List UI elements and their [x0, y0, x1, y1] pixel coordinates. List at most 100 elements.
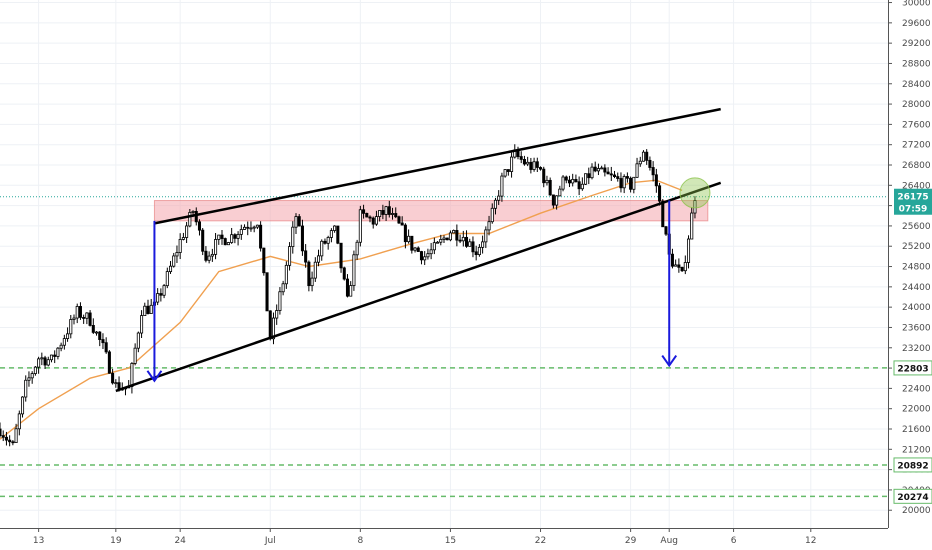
- candle-body: [40, 357, 44, 360]
- support-lines-layer: [0, 196, 888, 498]
- candle-body: [567, 179, 572, 184]
- arrow-left-head: [146, 370, 163, 383]
- candle-body: [107, 351, 111, 374]
- candle-body: [545, 179, 549, 184]
- candle-body: [477, 246, 481, 256]
- candle-body: [265, 272, 269, 312]
- candle-body: [85, 312, 89, 319]
- candle-body: [191, 210, 195, 213]
- candle-body: [133, 347, 137, 364]
- candle-body: [204, 250, 208, 261]
- candle-body: [490, 207, 494, 223]
- moving-average-line: [0, 179, 683, 440]
- candle-body: [497, 195, 501, 201]
- candle-body: [56, 347, 60, 357]
- candle-body: [542, 168, 546, 184]
- candle-body: [329, 230, 333, 238]
- candle-body: [638, 160, 642, 165]
- candle-body: [648, 159, 652, 168]
- candle-body: [242, 226, 247, 230]
- price-tick-label: 27600: [902, 120, 931, 130]
- candle-body: [522, 159, 526, 165]
- candle-body: [300, 225, 304, 252]
- candle-body: [53, 354, 57, 357]
- candle-body: [178, 239, 182, 253]
- time-tick-label: Jul: [264, 536, 276, 546]
- wedge-upper-line: [154, 107, 721, 225]
- candle-body: [574, 179, 578, 183]
- candles-layer: [0, 144, 697, 447]
- moving-average-layer: [0, 179, 683, 440]
- candle-body: [323, 240, 327, 244]
- candle-body: [390, 213, 395, 215]
- price-tick-label: 26800: [902, 161, 931, 171]
- resistance-zone-layer: [153, 200, 709, 222]
- candle-body: [101, 339, 105, 344]
- candle-body: [320, 240, 324, 257]
- candle-body: [246, 226, 250, 229]
- time-tick-label: Aug: [660, 536, 678, 546]
- candle-body: [510, 156, 514, 172]
- support-badge: [893, 360, 932, 376]
- candle-body: [146, 305, 150, 314]
- candle-body: [345, 278, 350, 297]
- price-tick-label: 26400: [902, 181, 931, 191]
- wedge-lower-line: [115, 181, 722, 393]
- candle-body: [619, 178, 623, 189]
- candle-body: [1, 435, 5, 438]
- price-tick-label: 25200: [902, 242, 931, 252]
- candle-body: [387, 206, 391, 215]
- candle-body: [140, 315, 144, 334]
- candle-body: [622, 176, 626, 189]
- candle-body: [333, 225, 337, 231]
- time-tick-label: 29: [625, 536, 637, 546]
- candle-body: [436, 241, 440, 244]
- candle-body: [368, 216, 372, 219]
- candle-body: [535, 161, 539, 168]
- candle-body: [564, 176, 568, 181]
- candle-body: [632, 176, 636, 190]
- candle-body: [284, 264, 288, 285]
- candle-body: [355, 241, 359, 256]
- candle-body: [452, 230, 456, 234]
- price-tick-label: 29200: [902, 39, 931, 49]
- candle-body: [82, 317, 86, 319]
- candle-body: [503, 169, 507, 177]
- candle-body: [423, 256, 427, 261]
- price-tick-label: 27200: [902, 141, 931, 151]
- candle-body: [584, 173, 588, 185]
- candle-body: [487, 221, 491, 231]
- candle-body: [339, 242, 343, 269]
- candle-body: [455, 230, 459, 241]
- candle-body: [493, 199, 498, 209]
- candle-body: [220, 234, 224, 239]
- price-tick-label: 28000: [902, 100, 931, 110]
- candle-body: [532, 161, 536, 170]
- candle-body: [432, 242, 436, 251]
- candle-body: [162, 285, 166, 296]
- candle-body: [20, 396, 25, 415]
- candle-body: [185, 225, 189, 238]
- price-tick-label: 22400: [902, 384, 931, 394]
- candle-body: [384, 206, 388, 215]
- candle-body: [291, 226, 295, 247]
- time-tick-label: 13: [33, 536, 44, 546]
- candle-body: [156, 293, 160, 303]
- price-tick-label: 24000: [902, 303, 931, 313]
- price-tick-label: 21600: [902, 425, 931, 435]
- candle-body: [349, 285, 353, 297]
- candle-body: [403, 224, 407, 243]
- candle-body: [201, 229, 205, 252]
- candle-body: [651, 167, 655, 176]
- candle-body: [561, 176, 565, 190]
- candle-body: [342, 267, 346, 280]
- candle-body: [551, 194, 555, 206]
- candle-body: [680, 266, 684, 272]
- candle-body: [645, 151, 649, 161]
- candle-body: [268, 310, 272, 340]
- candle-body: [310, 277, 314, 287]
- time-tick-label: 24: [174, 536, 186, 546]
- candle-body: [439, 239, 443, 243]
- candle-body: [59, 344, 63, 349]
- candle-body: [136, 332, 140, 349]
